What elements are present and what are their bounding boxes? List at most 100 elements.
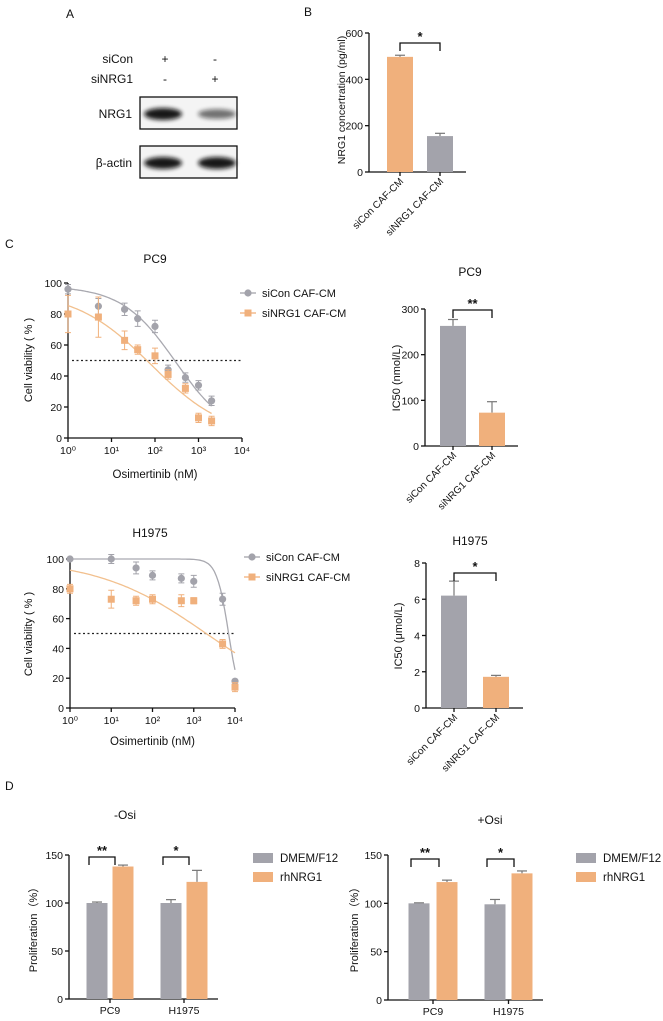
y-tick-label: 40 [52, 643, 64, 655]
legend-label: siCon CAF-CM [266, 552, 340, 564]
data-point [134, 315, 142, 323]
y-tick-label: 100 [46, 554, 64, 566]
bar [436, 882, 458, 1000]
significance-bracket [410, 858, 440, 867]
y-tick-label: 8 [414, 558, 420, 570]
legend-marker [248, 573, 256, 581]
data-point [64, 285, 72, 293]
data-point [151, 352, 159, 360]
bar [112, 866, 134, 999]
data-point [134, 346, 142, 354]
data-point [207, 397, 216, 405]
y-tick-label: 600 [345, 28, 363, 40]
y-axis-label: Proliferation（%） [348, 882, 361, 972]
legend-label: DMEM/F12 [280, 853, 338, 865]
y-tick-label: 80 [52, 584, 64, 596]
y-tick-label: 0 [376, 995, 382, 1007]
significance-bracket [452, 309, 493, 318]
y-tick-label: 0 [413, 441, 419, 453]
chart-title: +Osi [477, 813, 502, 827]
x-tick-label: 10⁴ [234, 445, 250, 457]
bar [86, 903, 108, 999]
bar [479, 412, 505, 446]
significance-label: * [498, 845, 504, 860]
y-tick-label: 100 [45, 898, 63, 910]
data-point [66, 585, 74, 593]
x-axis-label: Osimertinib (nM) [110, 736, 195, 748]
blot-label: NRG1 [99, 107, 133, 121]
blot-band [198, 109, 236, 119]
condition-mark: - [213, 52, 217, 66]
legend-label: siCon CAF-CM [262, 288, 336, 300]
chart-title: PC9 [458, 265, 482, 279]
y-tick-label: 2 [414, 667, 420, 679]
data-point [218, 595, 227, 603]
data-point [66, 555, 74, 563]
y-axis-label: Proliferation（%） [27, 882, 40, 972]
fit-curve [69, 569, 236, 654]
legend-marker [244, 289, 252, 297]
y-tick-label: 0 [56, 433, 62, 445]
fit-curve [67, 304, 212, 415]
blot-band [144, 157, 182, 169]
blot-label: β-actin [96, 156, 132, 170]
legend-swatch [576, 872, 596, 882]
y-tick-label: 40 [50, 371, 62, 383]
legend-label: siNRG1 CAF-CM [262, 308, 346, 320]
legend-label: rhNRG1 [603, 872, 645, 884]
panel-label: C [5, 237, 14, 251]
x-tick-label: 10⁴ [227, 715, 243, 727]
y-axis-label: NRG1 concertration (pg/ml) [336, 36, 348, 164]
y-tick-label: 0 [57, 994, 63, 1006]
bar [160, 903, 182, 999]
significance-label: * [472, 559, 478, 574]
bar [441, 595, 467, 708]
y-tick-label: 60 [52, 614, 64, 626]
data-point [181, 384, 189, 392]
data-point [132, 597, 140, 605]
condition-mark: - [163, 72, 167, 86]
y-tick-label: 60 [50, 340, 62, 352]
legend-label: DMEM/F12 [603, 853, 661, 865]
y-tick-label: 6 [414, 594, 420, 606]
significance-bracket [486, 858, 515, 867]
chart-title: H1975 [132, 526, 168, 540]
data-point [177, 597, 185, 605]
bar [483, 676, 509, 708]
y-tick-label: 200 [401, 350, 419, 362]
data-point [120, 305, 129, 313]
data-point [149, 595, 156, 603]
data-point [194, 381, 203, 389]
y-tick-label: 4 [414, 631, 420, 643]
y-tick-label: 50 [51, 946, 63, 958]
x-axis-label: Osimertinib (nM) [113, 469, 198, 481]
significance-label: ** [467, 296, 478, 311]
data-point [190, 577, 198, 585]
panel-label: B [304, 5, 312, 19]
blot-band [144, 108, 182, 120]
panel-label: D [5, 779, 14, 793]
y-axis-label: Cell viability ( % ) [23, 318, 35, 402]
bar [440, 325, 466, 446]
legend-label: siNRG1 CAF-CM [266, 572, 350, 584]
data-point [177, 574, 185, 582]
significance-label: * [417, 29, 423, 44]
y-axis-label: Cell viability ( % ) [23, 592, 35, 676]
x-tick-label: 10³ [186, 715, 202, 727]
data-point [107, 595, 115, 603]
x-tick-label: PC9 [423, 1006, 444, 1018]
panel-label: A [66, 7, 74, 21]
y-tick-label: 150 [45, 850, 63, 862]
data-point [208, 417, 216, 425]
data-point [190, 597, 198, 605]
y-tick-label: 0 [414, 703, 420, 715]
bar [427, 136, 453, 172]
legend-swatch [253, 853, 273, 863]
legend-label: rhNRG1 [280, 872, 322, 884]
chart-title: PC9 [143, 252, 167, 266]
y-tick-label: 400 [345, 74, 363, 86]
data-point [195, 414, 202, 422]
chart-title: H1975 [452, 534, 488, 548]
x-tick-label: H1975 [169, 1005, 200, 1017]
